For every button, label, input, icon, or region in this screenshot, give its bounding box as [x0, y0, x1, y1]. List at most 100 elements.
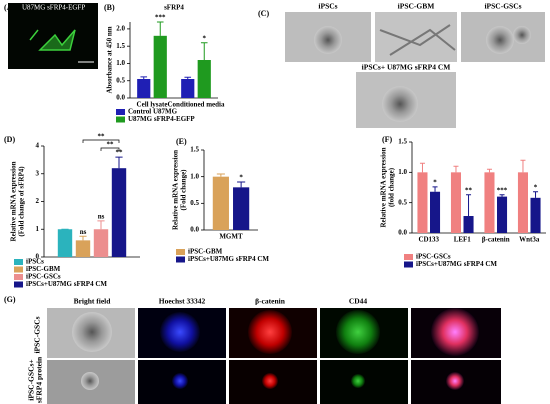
legend-swatch	[14, 274, 23, 280]
y-tick-label: 2.0	[116, 25, 125, 33]
bar	[417, 172, 428, 233]
legend-swatch	[116, 116, 125, 123]
significance: ns	[80, 228, 87, 236]
error-bar	[79, 235, 87, 241]
y-tick-label: 1	[36, 225, 40, 233]
bar	[430, 191, 441, 233]
image-title: iPSC-GSCs	[484, 2, 521, 11]
significance: *	[203, 34, 207, 42]
y-tick-label: 1.0	[190, 172, 199, 180]
column-header: CD44	[349, 297, 368, 306]
colony	[486, 26, 514, 54]
bracket-label: **	[107, 141, 115, 149]
y-tick-label: 4	[36, 142, 40, 150]
error-bar	[453, 165, 459, 173]
x-tick-label: β-catenin	[482, 236, 510, 244]
bright-image	[375, 12, 457, 62]
bracket-label: **	[98, 133, 106, 141]
error-bar	[216, 173, 225, 177]
panel-label: (D)	[4, 135, 15, 144]
legend-label: U87MG sFRP4-EGFP	[128, 115, 195, 123]
error-bar	[520, 159, 526, 173]
error-bar	[140, 76, 148, 79]
y-axis-label: Absorbance at 450 nm	[106, 26, 114, 93]
significance: ns	[98, 213, 105, 221]
bar	[517, 172, 528, 233]
bar	[530, 197, 541, 233]
y-tick-label: 0.5	[116, 76, 125, 84]
significance: *	[433, 179, 437, 187]
bar	[450, 172, 461, 233]
legend-swatch	[14, 281, 23, 288]
significance: *	[239, 174, 243, 182]
legend-label: iPSCs+U87MG sFRP4 CM	[26, 280, 107, 288]
legend-swatch	[176, 249, 185, 255]
column-header: Hoechst 33342	[159, 297, 206, 306]
y-axis-label: (Fold change)	[180, 169, 188, 211]
bar	[93, 229, 109, 257]
bar	[75, 240, 91, 257]
legend-swatch	[404, 261, 413, 268]
legend-label: iPSCs+U87MG sFRP4 CM	[188, 255, 269, 263]
y-axis-label: Relative mRNA expression	[172, 150, 180, 230]
legend-label: iPSC-GBM	[188, 248, 223, 256]
legend-label: iPSCs+U87MG sFRP4 CM	[416, 260, 497, 268]
row-header: iPSC-GSCs	[33, 316, 42, 353]
chart-title: sFRP4	[164, 4, 184, 12]
bar	[111, 168, 127, 257]
y-tick-label: 0.5	[398, 198, 407, 206]
error-bar	[432, 186, 438, 192]
y-tick-label: 1.0	[398, 168, 407, 176]
y-tick-label: 0	[36, 253, 40, 261]
micrographs	[47, 308, 501, 404]
image-title: iPSCs+ U87MG sFRP4 CM	[362, 63, 451, 72]
panel-label: (E)	[176, 137, 187, 146]
significance: **	[465, 186, 473, 194]
colony	[382, 86, 418, 122]
x-tick-label: CD133	[418, 236, 439, 244]
bar	[463, 216, 474, 233]
legend-label: Control U87MG	[128, 108, 178, 116]
y-axis-label: (Fold change of sFRP4)	[18, 166, 26, 237]
error-bar	[97, 220, 105, 230]
error-bar	[115, 156, 123, 169]
error-bar	[419, 162, 425, 173]
bar	[197, 60, 211, 98]
significance: ***	[155, 14, 166, 22]
row-header: sFRP4 protein	[35, 356, 44, 403]
y-tick-label: 1.5	[190, 146, 199, 154]
x-tick-label: Cell lysate	[137, 101, 168, 109]
colony	[513, 26, 531, 44]
bar	[57, 229, 73, 257]
bar	[181, 79, 195, 98]
legend-label: iPSC-GSCs	[416, 253, 451, 261]
y-tick-label: 1.5	[116, 42, 125, 50]
error-bar	[533, 191, 539, 198]
legend-label: iPSC-GSCs	[26, 273, 61, 281]
bracket	[100, 147, 120, 151]
x-tick-label: LEF1	[454, 236, 472, 244]
x-tick-label: Conditioned media	[168, 101, 225, 109]
error-bar	[499, 194, 505, 197]
y-tick-label: 1.0	[116, 59, 125, 67]
image-title: U87MG sFRP4-EGFP	[22, 4, 85, 12]
y-axis-label: (fold change)	[388, 167, 396, 207]
image-title: iPSCs	[318, 2, 337, 11]
error-bar	[184, 76, 192, 79]
bar	[484, 172, 495, 233]
significance: *	[534, 183, 538, 191]
significance: **	[116, 149, 124, 157]
legend-label: iPSCs	[26, 258, 44, 266]
legend-swatch	[14, 266, 23, 273]
bar	[137, 79, 151, 98]
colony	[314, 26, 342, 54]
y-tick-label: 0.0	[190, 226, 199, 234]
bracket	[82, 139, 120, 143]
error-bar	[200, 42, 208, 60]
legend-swatch	[176, 256, 185, 263]
column-header: Bright field	[74, 297, 112, 306]
bar	[497, 196, 508, 233]
panel-label: (C)	[258, 9, 269, 18]
cells	[379, 24, 456, 56]
legend-swatch	[116, 109, 125, 115]
